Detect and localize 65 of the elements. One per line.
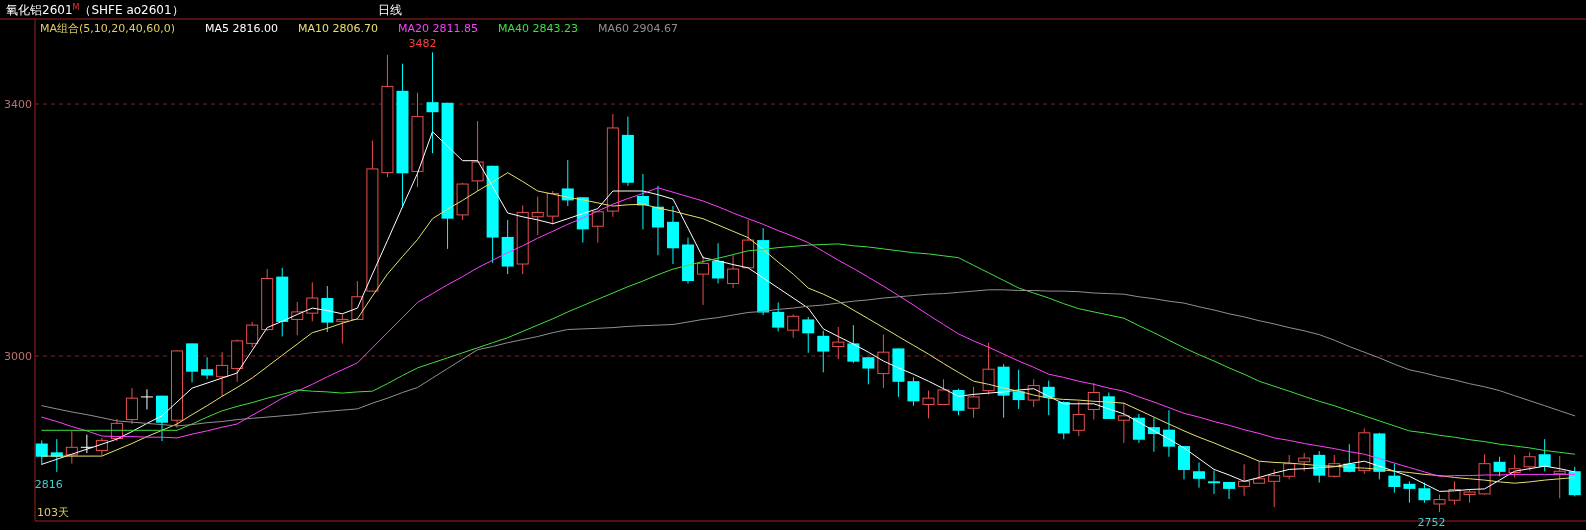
candlestick [1568, 466, 1581, 497]
text: MA5 2816.00 [205, 22, 279, 35]
annotation: 3482 [408, 37, 437, 51]
candlestick [1313, 450, 1326, 484]
candlestick [651, 185, 664, 256]
candlestick [1223, 481, 1236, 500]
candlestick [591, 211, 604, 244]
candlestick [1072, 400, 1085, 437]
candlestick [802, 316, 815, 354]
candlestick [967, 386, 980, 419]
line-series [41, 243, 1576, 455]
candlestick [712, 242, 725, 285]
candlestick [1403, 480, 1416, 504]
candlestick [35, 439, 48, 465]
candlestick [1388, 463, 1401, 494]
candlestick [862, 356, 875, 385]
candlestick [937, 378, 950, 405]
candlestick [1523, 451, 1536, 472]
candlestick [727, 254, 740, 289]
candlestick [697, 255, 710, 306]
candlestick [336, 313, 349, 344]
y-tick-label: 3400 [4, 98, 32, 112]
candlestick [201, 356, 214, 380]
text: MA60 2904.67 [598, 22, 679, 35]
candlestick [1132, 413, 1145, 444]
y-tick-label: 3000 [4, 349, 32, 363]
candlestick [1268, 468, 1281, 508]
annotation: 103天 [37, 506, 69, 519]
candlestick [1298, 452, 1311, 472]
annotation: 2752 [1417, 516, 1446, 530]
candlestick [787, 313, 800, 339]
candlestick [922, 390, 935, 419]
candlestick [817, 330, 830, 373]
text: MA40 2843.23 [498, 22, 579, 35]
candlestick [772, 301, 785, 332]
candlestick [952, 388, 965, 416]
candlestick [847, 324, 860, 364]
candlestick [246, 321, 259, 348]
candlestick [216, 351, 229, 397]
candlestick [1208, 470, 1221, 495]
chart-title: 氧化铝2601$^{M}$（SHFE ao2601） [6, 2, 184, 17]
candlestick [531, 196, 544, 236]
candlestick [1538, 438, 1551, 472]
text: MA20 2811.85 [398, 22, 479, 35]
text: MA10 2806.70 [298, 22, 379, 35]
candlestick [1253, 460, 1266, 485]
candlestick [426, 51, 439, 154]
candlestick [140, 388, 153, 411]
legend-title: MA组合(5,10,20,40,60,0) [40, 22, 176, 35]
candlestick [471, 120, 484, 192]
candlestick [907, 376, 920, 407]
candlestick [832, 326, 845, 360]
candlestick [1192, 461, 1206, 489]
candlestick [1162, 409, 1175, 458]
candlestick [306, 281, 319, 322]
chart-subtitle: 日线 [378, 3, 402, 17]
annotation: 2816 [34, 477, 63, 491]
candlestick [877, 334, 890, 389]
candlestick [125, 387, 138, 425]
candlestick [1117, 402, 1130, 444]
candlestick [1012, 369, 1025, 410]
candlestick [982, 342, 995, 395]
candlestick [546, 190, 559, 225]
candlestick [1177, 445, 1190, 480]
candlestick [1238, 463, 1251, 497]
